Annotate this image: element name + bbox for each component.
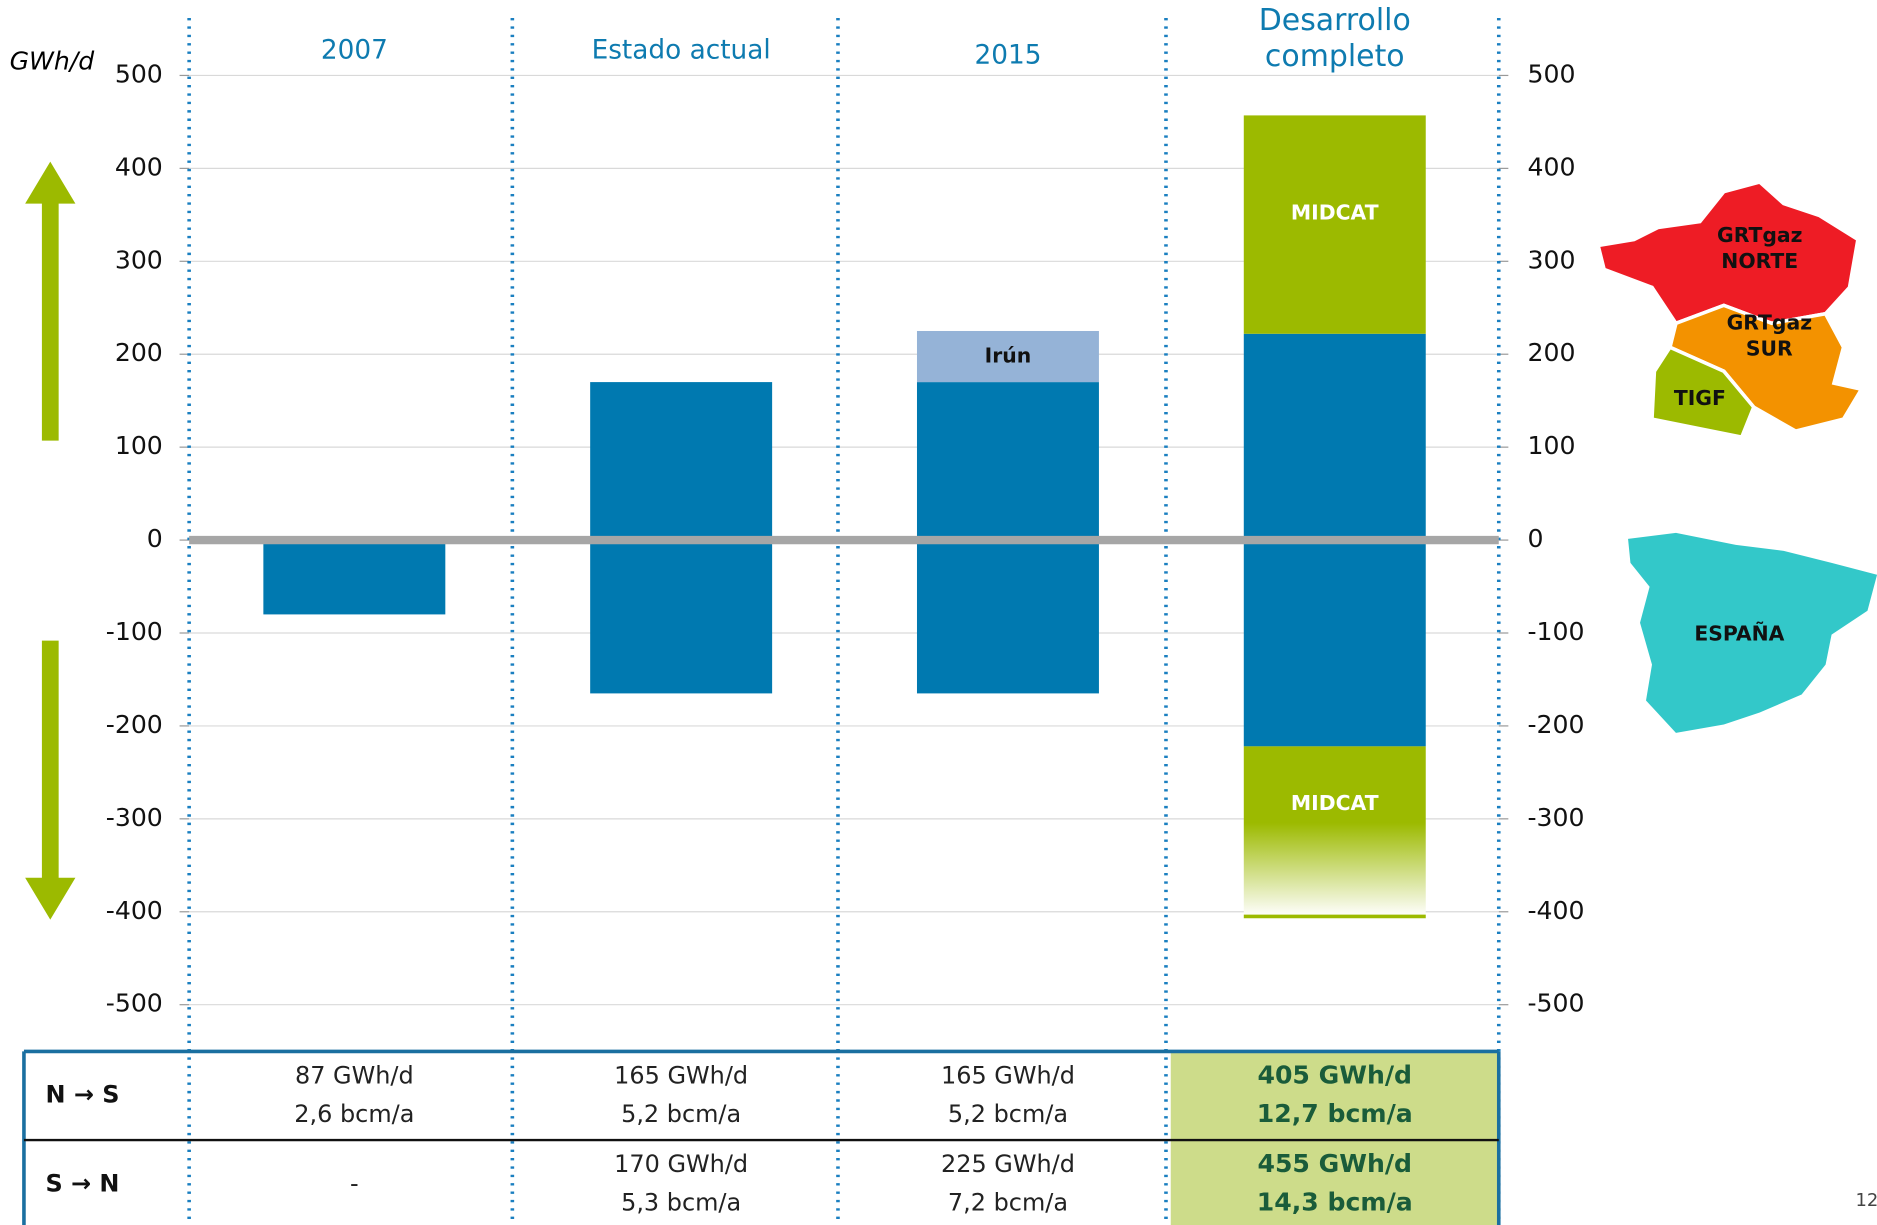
row-label: N → S bbox=[45, 1081, 119, 1109]
bar-segment bbox=[590, 382, 773, 541]
map-label: GRTgaz SUR bbox=[1727, 310, 1812, 360]
y-tick-label: 200 bbox=[115, 338, 163, 367]
y-tick-label: -200 bbox=[106, 710, 163, 739]
category-label: 2007 bbox=[320, 35, 388, 66]
table-cell: 7,2 bcm/a bbox=[948, 1188, 1068, 1216]
arrows bbox=[25, 161, 76, 920]
y-tick-label: 300 bbox=[115, 245, 163, 274]
table-cell: 2,6 bcm/a bbox=[294, 1100, 414, 1128]
bar-segment bbox=[1243, 333, 1426, 541]
bar-segment bbox=[590, 540, 773, 694]
y2-tick-label: 400 bbox=[1527, 152, 1575, 181]
map bbox=[1595, 180, 1877, 733]
y-tick-label: 0 bbox=[147, 524, 163, 553]
bar-segment bbox=[916, 330, 1099, 383]
segment-label: Irún bbox=[985, 344, 1032, 368]
y2-tick-label: 500 bbox=[1527, 59, 1575, 88]
y-tick-label: -300 bbox=[106, 803, 163, 832]
table-cell: - bbox=[350, 1169, 359, 1197]
table-cell: 165 GWh/d bbox=[614, 1062, 748, 1090]
map-label: ESPAÑA bbox=[1694, 621, 1784, 646]
map-label: TIGF bbox=[1674, 386, 1726, 410]
y2-tick-label: 200 bbox=[1527, 338, 1575, 367]
table-cell: 5,2 bcm/a bbox=[948, 1100, 1068, 1128]
y2-tick-label: -500 bbox=[1527, 989, 1584, 1018]
page-number: 12 bbox=[1856, 1190, 1877, 1211]
table-cell: 225 GWh/d bbox=[941, 1150, 1075, 1178]
map-label: GRTgaz NORTE bbox=[1717, 223, 1802, 273]
y2-tick-label: -300 bbox=[1527, 803, 1584, 832]
y-tick-label: 500 bbox=[115, 59, 163, 88]
segment-label: MIDCAT bbox=[1291, 791, 1379, 815]
bar-segment bbox=[916, 540, 1099, 694]
bar-segment bbox=[1243, 115, 1426, 334]
y-tick-label: 100 bbox=[115, 431, 163, 460]
y-tick-label: -500 bbox=[106, 989, 163, 1018]
table-cell: 455 GWh/d bbox=[1257, 1149, 1412, 1178]
bar-segment bbox=[1243, 540, 1426, 747]
y-tick-label: -100 bbox=[106, 617, 163, 646]
category-label: 2015 bbox=[974, 40, 1042, 71]
y2-tick-label: 0 bbox=[1527, 524, 1543, 553]
table-highlight bbox=[1170, 1051, 1499, 1225]
category-label: Estado actual bbox=[591, 35, 771, 66]
bar-segment bbox=[1243, 746, 1426, 917]
table-cell: 165 GWh/d bbox=[941, 1062, 1075, 1090]
table-cell: 14,3 bcm/a bbox=[1257, 1187, 1413, 1216]
bar-segment bbox=[916, 382, 1099, 541]
table-cell: 87 GWh/d bbox=[295, 1062, 414, 1090]
table-cell: 170 GWh/d bbox=[614, 1150, 748, 1178]
table-cell: 12,7 bcm/a bbox=[1257, 1099, 1413, 1128]
table-cell: 5,2 bcm/a bbox=[621, 1100, 741, 1128]
category-label: Desarrollo completo bbox=[1258, 2, 1411, 74]
table-cell: 405 GWh/d bbox=[1257, 1061, 1412, 1090]
y2-tick-label: 100 bbox=[1527, 431, 1575, 460]
row-label: S → N bbox=[45, 1169, 119, 1197]
y-tick-label: -400 bbox=[106, 896, 163, 925]
y2-tick-label: -200 bbox=[1527, 710, 1584, 739]
y2-tick-label: -400 bbox=[1527, 896, 1584, 925]
bar-segment bbox=[263, 540, 446, 615]
y-axis-label: GWh/d bbox=[10, 46, 96, 75]
table-cell: 5,3 bcm/a bbox=[621, 1188, 741, 1216]
y2-tick-label: -100 bbox=[1527, 617, 1584, 646]
y-tick-label: 400 bbox=[115, 152, 163, 181]
segment-label: MIDCAT bbox=[1291, 201, 1379, 225]
y2-tick-label: 300 bbox=[1527, 245, 1575, 274]
